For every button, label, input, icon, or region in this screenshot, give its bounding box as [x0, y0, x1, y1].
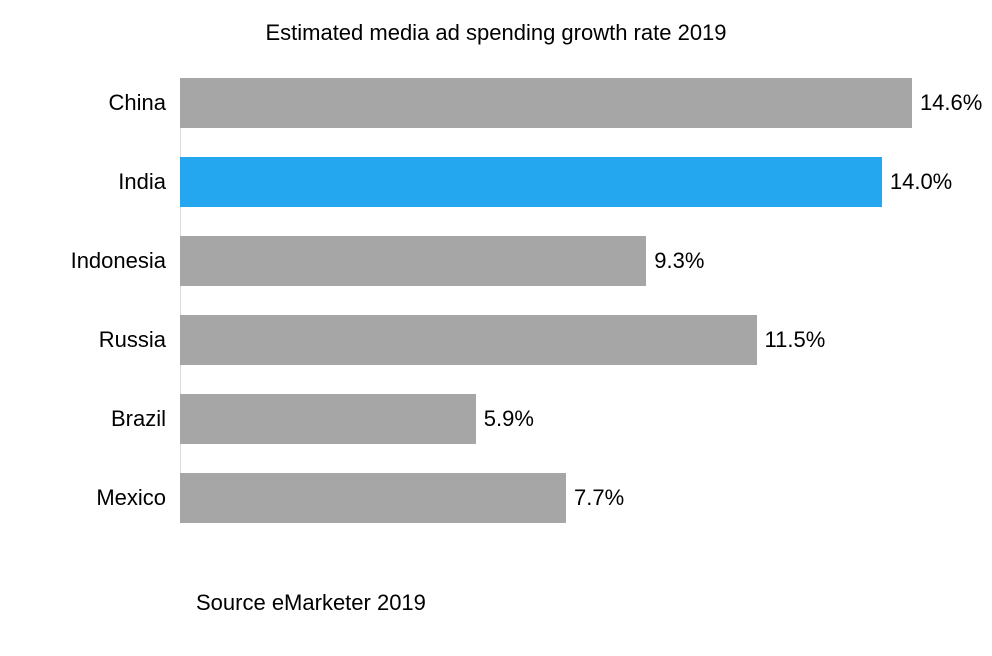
bar [180, 78, 912, 128]
bar [180, 315, 757, 365]
bar [180, 157, 882, 207]
plot-area: China14.6% India14.0% Indonesia 9.3% Russia 1… [60, 78, 932, 523]
value-label: 5.9% [484, 406, 534, 432]
category-label: India [60, 169, 180, 195]
category-label: Indonesia [60, 248, 180, 274]
bar-row: Russia 11.5% [60, 315, 932, 365]
bar-track: 14.0% [180, 157, 932, 207]
value-label: 11.5% [765, 327, 826, 353]
bar-track: 7.7% [180, 473, 932, 523]
bar-track: 9.3% [180, 236, 932, 286]
bar-track: 11.5% [180, 315, 932, 365]
source-caption: Source eMarketer 2019 [196, 590, 426, 616]
y-axis-line [180, 78, 181, 523]
value-label: 14.0% [890, 169, 952, 195]
bar-row: Mexico 7.7% [60, 473, 932, 523]
category-label: China [60, 90, 180, 116]
bar [180, 473, 566, 523]
value-label: 7.7% [574, 485, 624, 511]
category-label: Mexico [60, 485, 180, 511]
bar-row: Brazil 5.9% [60, 394, 932, 444]
bar [180, 394, 476, 444]
value-label: 9.3% [654, 248, 704, 274]
category-label: Brazil [60, 406, 180, 432]
chart-container: Estimated media ad spending growth rate … [0, 0, 992, 656]
bar-row: China14.6% [60, 78, 932, 128]
bar-row: India14.0% [60, 157, 932, 207]
chart-title: Estimated media ad spending growth rate … [0, 20, 992, 46]
bar-row: Indonesia 9.3% [60, 236, 932, 286]
category-label: Russia [60, 327, 180, 353]
value-label: 14.6% [920, 90, 982, 116]
bar-track: 14.6% [180, 78, 932, 128]
bar-track: 5.9% [180, 394, 932, 444]
bar [180, 236, 646, 286]
